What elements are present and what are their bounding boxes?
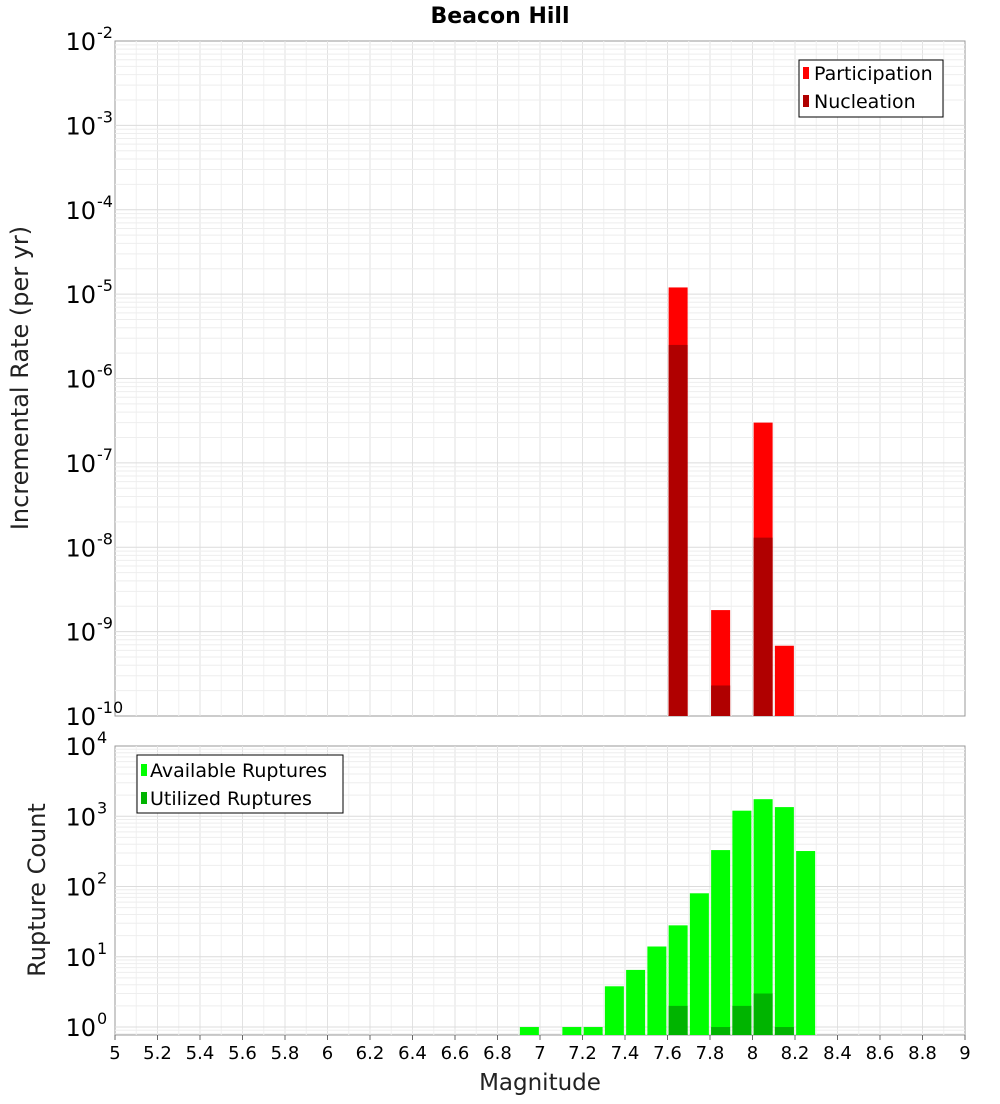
count-y-tick-exponent: 0 [97, 1009, 107, 1028]
count-bar-available-ruptures [519, 1027, 539, 1035]
rate-gridlines [115, 41, 965, 716]
rate-panel: 10-210-310-410-510-610-710-810-910-10 In… [6, 23, 966, 731]
x-tick-label: 6.6 [441, 1043, 470, 1064]
nucleation-legend-label: Nucleation [814, 91, 916, 113]
rate-y-tick-label: 10 [65, 703, 96, 731]
rate-bar-nucleation [753, 537, 773, 716]
x-tick-label: 7 [534, 1043, 545, 1064]
count-bar-available-ruptures [647, 946, 667, 1035]
count-y-tick-exponent: 3 [97, 798, 107, 817]
rate-y-tick-label: 10 [65, 450, 96, 478]
count-bar-utilized-ruptures [668, 1005, 688, 1035]
x-tick-label: 9 [959, 1043, 970, 1064]
count-legend: Available Ruptures Utilized Ruptures [136, 754, 344, 814]
x-tick-label: 6.4 [398, 1043, 427, 1064]
rate-y-tick-label: 10 [65, 112, 96, 140]
count-bar-utilized-ruptures [774, 1027, 794, 1035]
magnitude-x-ticks: 5 5.2 5.4 5.6 5.8 6 6.2 6.4 6.6 6.8 7 7.2 7.4 7.6 7.8 8… [109, 1035, 971, 1064]
available-legend-label: Available Ruptures [150, 760, 327, 782]
nucleation-legend-swatch [803, 95, 809, 107]
rate-y-ticks: 10-210-310-410-510-610-710-810-910-10 [65, 23, 123, 731]
count-bar-available-ruptures [562, 1027, 582, 1035]
x-tick-label: 5.2 [143, 1043, 172, 1064]
rate-y-tick-label: 10 [65, 28, 96, 56]
rate-bar-nucleation [668, 344, 688, 716]
x-tick-label: 6.2 [356, 1043, 385, 1064]
rate-y-tick-exponent: -6 [97, 361, 113, 380]
x-tick-label: 6.8 [483, 1043, 512, 1064]
count-y-axis-label: Rupture Count [23, 803, 51, 977]
x-tick-label: 5.4 [186, 1043, 215, 1064]
rate-y-tick-exponent: -3 [97, 107, 113, 126]
x-tick-label: 7.6 [653, 1043, 682, 1064]
count-bar-available-ruptures [689, 893, 709, 1035]
count-y-tick-label: 10 [65, 733, 96, 761]
rate-y-tick-label: 10 [65, 619, 96, 647]
rate-bar-nucleation [711, 685, 731, 716]
count-y-tick-label: 10 [65, 874, 96, 902]
count-bar-available-ruptures [753, 799, 773, 1035]
utilized-legend-swatch [141, 792, 147, 804]
count-y-tick-exponent: 1 [97, 939, 107, 958]
rate-y-tick-exponent: -7 [97, 445, 113, 464]
x-tick-label: 8.4 [823, 1043, 852, 1064]
utilized-legend-label: Utilized Ruptures [150, 788, 312, 810]
rate-legend: Participation Nucleation [798, 59, 944, 118]
participation-legend-label: Participation [814, 63, 933, 85]
count-bar-available-ruptures [626, 969, 646, 1035]
count-bar-available-ruptures [732, 810, 752, 1035]
rate-legend-box [798, 59, 944, 118]
x-tick-label: 7.4 [611, 1043, 640, 1064]
rate-y-tick-label: 10 [65, 281, 96, 309]
x-tick-label: 8.8 [908, 1043, 937, 1064]
count-y-tick-exponent: 2 [97, 869, 107, 888]
rate-y-tick-label: 10 [65, 534, 96, 562]
rate-y-axis-label: Incremental Rate (per yr) [6, 226, 34, 530]
rate-y-tick-exponent: -2 [97, 23, 113, 42]
participation-legend-swatch [803, 67, 809, 79]
x-tick-label: 5 [109, 1043, 120, 1064]
rate-y-tick-exponent: -8 [97, 529, 113, 548]
x-tick-label: 7.2 [568, 1043, 597, 1064]
x-tick-label: 8.2 [781, 1043, 810, 1064]
rate-bars [668, 287, 794, 716]
count-y-tick-label: 10 [65, 1014, 96, 1042]
rate-y-tick-exponent: -10 [97, 698, 123, 717]
x-tick-label: 7.8 [696, 1043, 725, 1064]
rate-y-tick-label: 10 [65, 366, 96, 394]
rate-y-tick-exponent: -5 [97, 276, 113, 295]
count-bar-available-ruptures [796, 851, 816, 1035]
count-bars [519, 799, 816, 1035]
rate-y-tick-exponent: -4 [97, 192, 113, 211]
count-y-tick-label: 10 [65, 944, 96, 972]
count-bar-utilized-ruptures [711, 1027, 731, 1035]
count-bar-available-ruptures [604, 986, 624, 1035]
x-axis-label: Magnitude [479, 1070, 601, 1096]
count-bar-available-ruptures [711, 850, 731, 1035]
x-tick-label: 5.6 [228, 1043, 257, 1064]
x-tick-label: 8.6 [866, 1043, 895, 1064]
rate-y-tick-exponent: -9 [97, 614, 113, 633]
count-bar-available-ruptures [774, 807, 794, 1035]
x-tick-label: 6 [322, 1043, 333, 1064]
x-tick-label: 5.8 [271, 1043, 300, 1064]
count-y-tick-label: 10 [65, 803, 96, 831]
x-tick-label: 8 [747, 1043, 758, 1064]
count-bar-available-ruptures [583, 1027, 603, 1035]
count-bar-utilized-ruptures [732, 1005, 752, 1035]
available-legend-swatch [141, 764, 147, 776]
rate-bar-participation [774, 645, 794, 716]
count-bar-utilized-ruptures [753, 993, 773, 1035]
rate-y-tick-label: 10 [65, 197, 96, 225]
chart-title: Beacon Hill [430, 4, 569, 29]
count-y-tick-exponent: 4 [97, 728, 107, 747]
count-legend-box [136, 754, 344, 814]
